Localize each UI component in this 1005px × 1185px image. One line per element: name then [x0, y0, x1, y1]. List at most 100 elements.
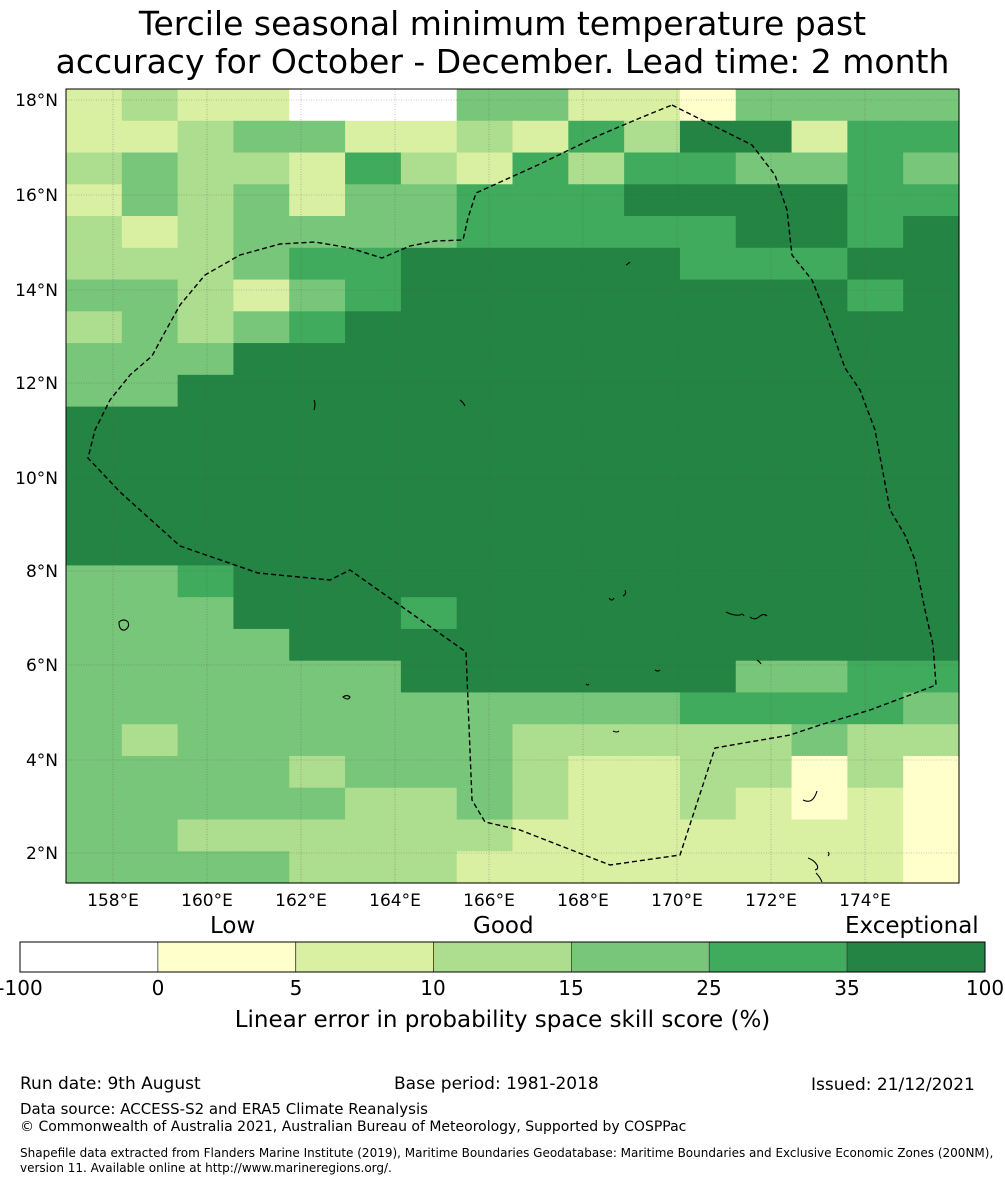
skill-cell — [456, 438, 514, 471]
colorbar — [19, 941, 986, 973]
skill-cell — [177, 216, 235, 249]
skill-cell — [791, 470, 848, 503]
skill-cell — [903, 406, 960, 439]
skill-cell — [568, 374, 625, 408]
skill-cell — [177, 89, 235, 122]
skill-cell — [568, 438, 625, 471]
skill-cell — [568, 406, 625, 439]
skill-cell — [289, 438, 346, 471]
skill-cell — [903, 216, 960, 249]
skill-cell — [679, 724, 737, 757]
skill-cell — [400, 120, 458, 154]
skill-cell — [456, 851, 514, 884]
skill-cell — [679, 120, 737, 154]
skill-cell — [568, 533, 625, 566]
skill-cell — [679, 152, 737, 185]
skill-cell — [233, 597, 290, 630]
skill-cell — [289, 597, 346, 630]
skill-cell — [289, 279, 346, 312]
skill-cell — [512, 374, 569, 408]
run-date: Run date: 9th August — [20, 1074, 201, 1094]
skill-cell — [289, 819, 346, 852]
skill-cell — [456, 533, 514, 566]
skill-cell — [233, 184, 290, 217]
skill-cell — [568, 311, 625, 344]
skill-cell — [121, 819, 179, 852]
skill-cell — [903, 120, 960, 154]
colorbar-segment — [157, 941, 297, 973]
skill-cell — [568, 184, 625, 217]
latitude-label: 6°N — [26, 656, 58, 676]
skill-cell — [233, 438, 290, 471]
skill-cell — [847, 216, 904, 249]
skill-cell — [512, 755, 569, 789]
skill-cell — [847, 724, 904, 757]
skill-cell — [568, 216, 625, 249]
skill-cell — [400, 152, 458, 185]
skill-cell — [624, 533, 681, 566]
colorbar-segment — [846, 941, 986, 973]
skill-cell — [121, 279, 179, 312]
skill-cell — [847, 184, 904, 217]
skill-cell — [66, 724, 123, 757]
longitude-label: 160°E — [181, 891, 233, 911]
skill-cell — [400, 660, 458, 694]
colorbar-tick: 5 — [289, 976, 303, 1000]
skill-cell — [624, 343, 681, 376]
skill-cell — [456, 89, 514, 122]
longitude-label: 166°E — [463, 891, 515, 911]
skill-cell — [121, 787, 179, 821]
skill-cell — [233, 724, 290, 757]
skill-cell — [121, 692, 179, 725]
skill-cell — [568, 565, 625, 598]
skill-cell — [177, 120, 235, 154]
skill-cell — [289, 660, 346, 694]
skill-cell — [903, 692, 960, 725]
skill-cell — [289, 628, 346, 662]
skill-cell — [791, 755, 848, 789]
skill-cell — [289, 533, 346, 566]
skill-cell — [233, 343, 290, 376]
skill-cell — [66, 660, 123, 694]
longitude-label: 168°E — [557, 891, 609, 911]
skill-cell — [512, 787, 569, 821]
map-title-line-1: Tercile seasonal minimum temperature pas… — [138, 4, 867, 43]
skill-cell — [456, 152, 514, 185]
skill-cell — [400, 406, 458, 439]
skill-cell — [512, 692, 569, 725]
skill-cell — [903, 501, 960, 535]
skill-cell — [791, 692, 848, 725]
skill-cell — [679, 216, 737, 249]
skill-cell — [66, 247, 123, 281]
skill-cell — [456, 787, 514, 821]
skill-cell — [679, 597, 737, 630]
colorbar-segment — [708, 941, 848, 973]
skill-cell — [679, 311, 737, 344]
skill-cell — [679, 343, 737, 376]
skill-cell — [568, 724, 625, 757]
skill-cell — [624, 724, 681, 757]
skill-cell — [679, 819, 737, 852]
skill-cell — [624, 120, 681, 154]
skill-cell — [233, 216, 290, 249]
skill-cell — [456, 692, 514, 725]
skill-cell — [66, 184, 123, 217]
skill-cell — [345, 724, 402, 757]
skill-cell — [624, 851, 681, 884]
skill-cell — [121, 374, 179, 408]
skill-cell — [735, 819, 793, 852]
skill-cell — [66, 533, 123, 566]
skill-cell — [512, 343, 569, 376]
skill-cell — [903, 343, 960, 376]
skill-cell — [568, 819, 625, 852]
skill-cell — [177, 851, 235, 884]
skill-cell — [345, 660, 402, 694]
skill-cell — [289, 787, 346, 821]
skill-cell — [847, 565, 904, 598]
skill-cell — [456, 470, 514, 503]
skill-cell — [512, 851, 569, 884]
longitude-label: 172°E — [745, 891, 797, 911]
skill-cell — [791, 438, 848, 471]
skill-cell — [847, 787, 904, 821]
skill-cell — [400, 279, 458, 312]
